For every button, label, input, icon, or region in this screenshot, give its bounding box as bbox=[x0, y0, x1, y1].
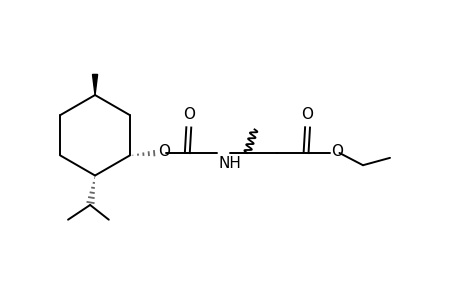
Text: O: O bbox=[158, 145, 170, 160]
Text: O: O bbox=[331, 145, 343, 160]
Text: O: O bbox=[182, 106, 194, 122]
Text: NH: NH bbox=[218, 156, 241, 171]
Text: O: O bbox=[301, 106, 313, 122]
Polygon shape bbox=[92, 74, 97, 95]
